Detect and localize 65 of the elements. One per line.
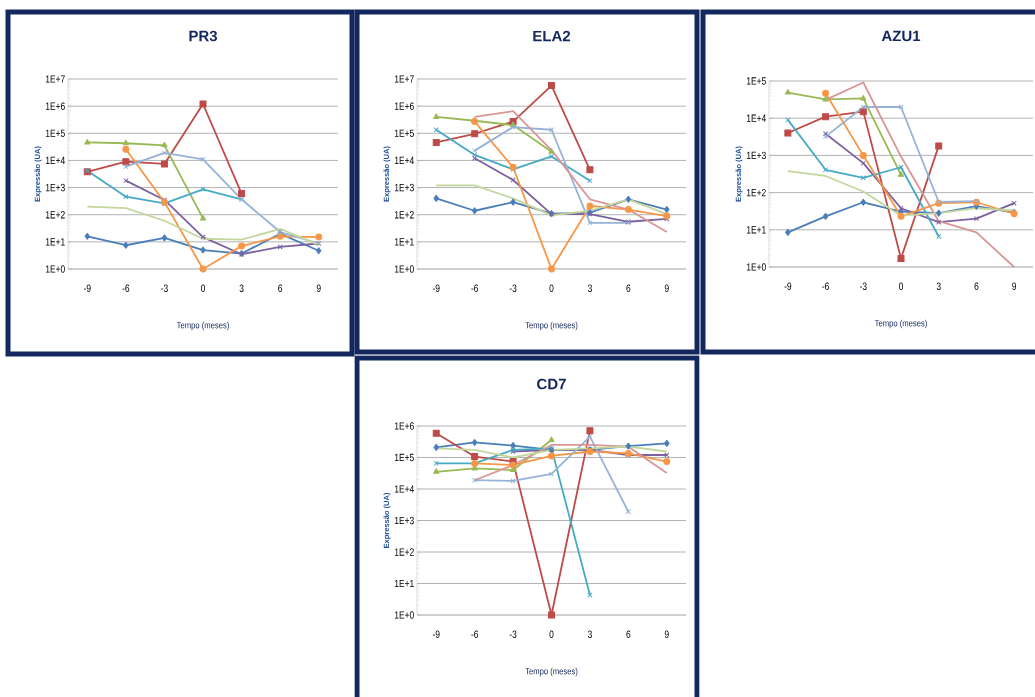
x-tick-label: 6 <box>626 284 631 292</box>
y-tick-label: 1E+0 <box>394 265 414 273</box>
chart-title: CD7 <box>537 378 566 390</box>
x-tick-label: 9 <box>316 284 321 292</box>
x-tick-label: 3 <box>936 282 941 290</box>
x-tick-label: 0 <box>549 630 554 638</box>
x-tick-label: -9 <box>432 630 440 638</box>
y-tick-label: 1E+7 <box>45 75 65 83</box>
x-axis-title: Tempo (meses) <box>874 319 927 329</box>
y-tick-label: 1E+5 <box>394 129 414 137</box>
y-tick-label: 1E+1 <box>746 226 766 234</box>
x-tick-label: -6 <box>122 284 130 292</box>
x-tick-label: 3 <box>587 284 592 292</box>
y-tick-label: 1E+0 <box>394 611 414 619</box>
y-tick-label: 1E+5 <box>45 129 65 137</box>
x-tick-label: -9 <box>432 284 440 292</box>
y-tick-label: 1E+5 <box>394 453 414 462</box>
y-tick-label: 1E+0 <box>45 265 65 273</box>
x-tick-label: -9 <box>83 284 91 292</box>
x-tick-label: 6 <box>974 282 979 290</box>
y-tick-label: 1E+5 <box>746 77 766 85</box>
y-tick-label: 1E+7 <box>394 75 414 83</box>
y-tick-label: 1E+6 <box>394 422 414 430</box>
x-axis-title: Tempo (meses) <box>176 321 229 331</box>
y-tick-label: 1E+4 <box>394 485 414 493</box>
y-tick-label: 1E+2 <box>45 211 65 219</box>
x-tick-label: 0 <box>549 284 554 292</box>
x-tick-label: -9 <box>784 282 792 290</box>
x-tick-label: -3 <box>161 284 168 292</box>
y-tick-label: 1E+1 <box>394 238 414 246</box>
y-tick-label: 1E+3 <box>394 183 414 192</box>
y-tick-label: 1E+4 <box>394 156 414 165</box>
y-tick-label: 1E+0 <box>746 263 766 271</box>
y-tick-label: 1E+4 <box>45 156 65 165</box>
y-tick-label: 1E+2 <box>394 211 414 219</box>
x-tick-label: -3 <box>509 630 517 638</box>
y-tick-label: 1E+1 <box>394 579 414 588</box>
x-tick-label: 3 <box>587 630 592 638</box>
y-tick-label: 1E+4 <box>746 114 766 122</box>
y-tick-label: 1E+3 <box>394 516 414 525</box>
x-tick-label: 0 <box>899 282 904 290</box>
chart-title: ELA2 <box>533 30 571 42</box>
chart-title: PR3 <box>189 30 218 42</box>
chart-title: AZU1 <box>881 30 921 42</box>
y-tick-label: 1E+6 <box>45 102 65 110</box>
x-tick-label: 9 <box>664 284 669 292</box>
x-tick-label: 3 <box>239 284 244 292</box>
y-tick-label: 1E+6 <box>394 102 414 110</box>
y-tick-label: 1E+1 <box>45 238 65 246</box>
y-tick-label: 1E+2 <box>746 188 766 197</box>
x-axis-title: Tempo (meses) <box>525 667 578 677</box>
y-tick-label: 1E+2 <box>394 548 414 556</box>
y-tick-label: 1E+3 <box>45 183 65 192</box>
y-tick-label: 1E+3 <box>746 151 766 160</box>
x-axis-title: Tempo (meses) <box>525 321 578 331</box>
x-tick-label: -6 <box>471 284 479 292</box>
x-tick-label: -6 <box>822 282 829 290</box>
x-tick-label: 9 <box>1012 282 1017 290</box>
x-tick-label: 9 <box>664 630 669 638</box>
x-tick-label: -6 <box>471 630 479 638</box>
x-tick-label: -3 <box>509 284 517 292</box>
x-tick-label: 0 <box>201 284 206 292</box>
x-tick-label: 6 <box>278 284 283 292</box>
x-tick-label: 6 <box>626 630 631 638</box>
x-tick-label: -3 <box>859 282 867 290</box>
